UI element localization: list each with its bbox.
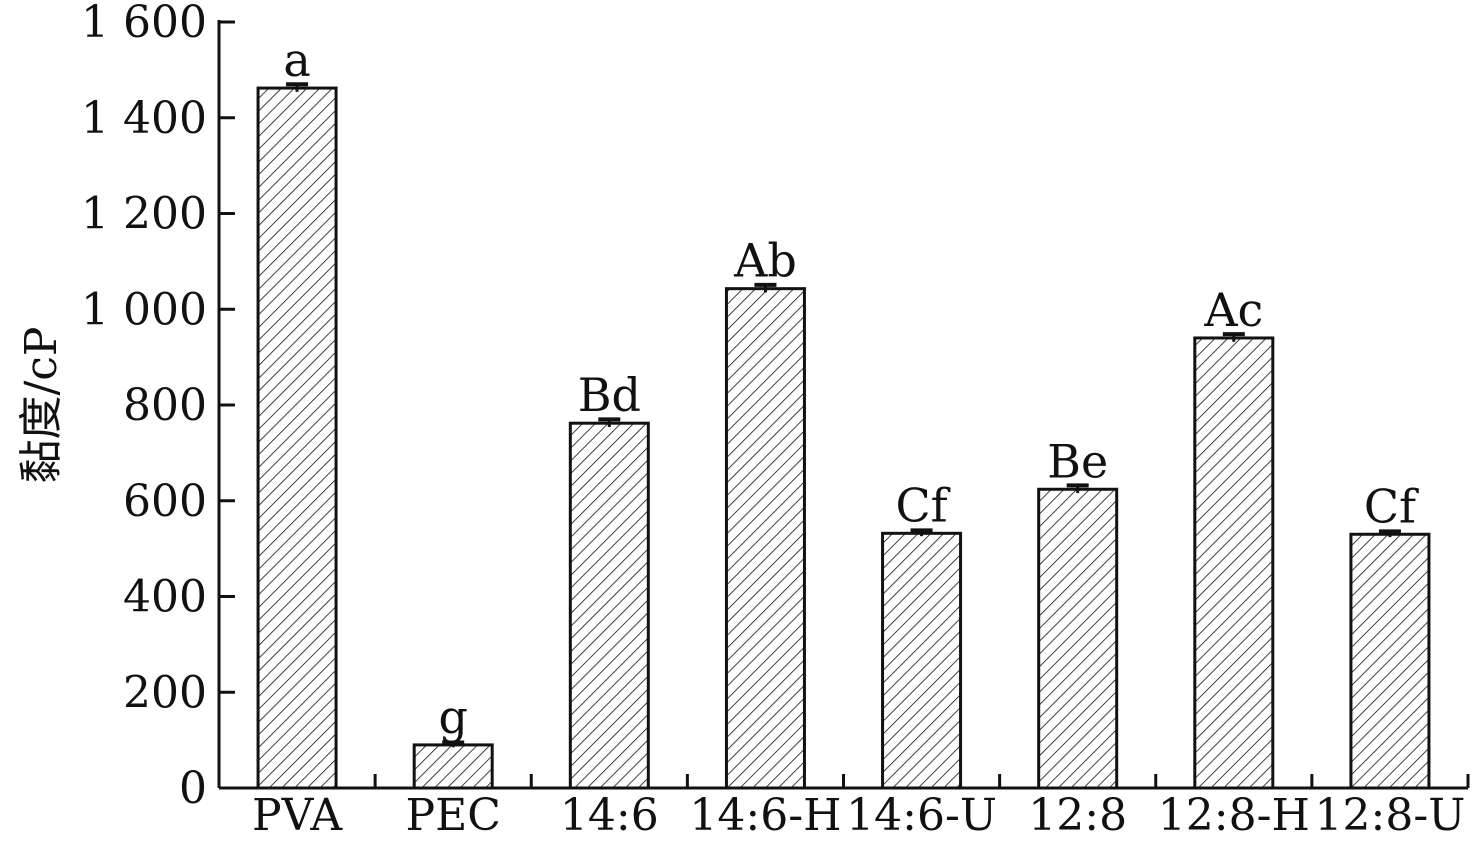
bar-12-8-h (1193, 336, 1275, 790)
significance-label: Ab (733, 234, 797, 288)
y-tick-label: 0 (179, 763, 207, 814)
error-bars-group (286, 82, 1401, 748)
significance-labels-group: a g Bd Ab Cf Be Ac Cf (283, 33, 1419, 744)
y-ticks-group: 0 200 400 600 800 1 000 1 200 1 400 1 600 (81, 0, 235, 814)
axes-group (217, 20, 1468, 790)
significance-label: Ac (1203, 283, 1263, 337)
bar-12-8 (1037, 487, 1119, 790)
y-tick-label: 600 (123, 476, 207, 527)
x-category-label: 14:6-U (846, 790, 997, 841)
significance-label: Bd (578, 368, 641, 422)
bar-pec (412, 743, 494, 790)
x-ticks-group (373, 774, 1470, 788)
bar-14-6-h (724, 287, 806, 790)
x-category-label: 14:6 (560, 790, 659, 841)
y-tick-label: 1 200 (81, 189, 207, 240)
y-tick-label: 200 (123, 667, 207, 718)
x-category-label: 14:6-H (689, 790, 841, 841)
significance-label: Be (1047, 434, 1108, 488)
x-category-label: 12:8-U (1315, 790, 1466, 841)
x-category-label: 12:8-H (1158, 790, 1310, 841)
y-axis-title: 黏度/cP (16, 326, 67, 483)
significance-label: Cf (1364, 479, 1419, 533)
bar-pva (256, 86, 338, 790)
bar-14-6 (568, 421, 650, 790)
y-tick-label: 1 400 (81, 93, 207, 144)
x-category-label: 12:8 (1028, 790, 1127, 841)
category-labels-group: PVA PEC 14:6 14:6-H 14:6-U 12:8 12:8-H 12:8-U (252, 790, 1465, 841)
y-tick-label: 400 (123, 572, 207, 623)
bar-12-8-u (1349, 532, 1431, 790)
significance-label: g (438, 690, 467, 744)
x-category-label: PEC (405, 790, 500, 841)
bar-14-6-u (881, 531, 963, 790)
y-tick-label: 800 (123, 380, 207, 431)
significance-label: Cf (895, 478, 950, 532)
bars-group (256, 86, 1431, 790)
y-tick-label: 1 600 (81, 0, 207, 48)
x-category-label: PVA (252, 790, 343, 841)
y-tick-label: 1 000 (81, 284, 207, 335)
significance-label: a (283, 33, 310, 87)
